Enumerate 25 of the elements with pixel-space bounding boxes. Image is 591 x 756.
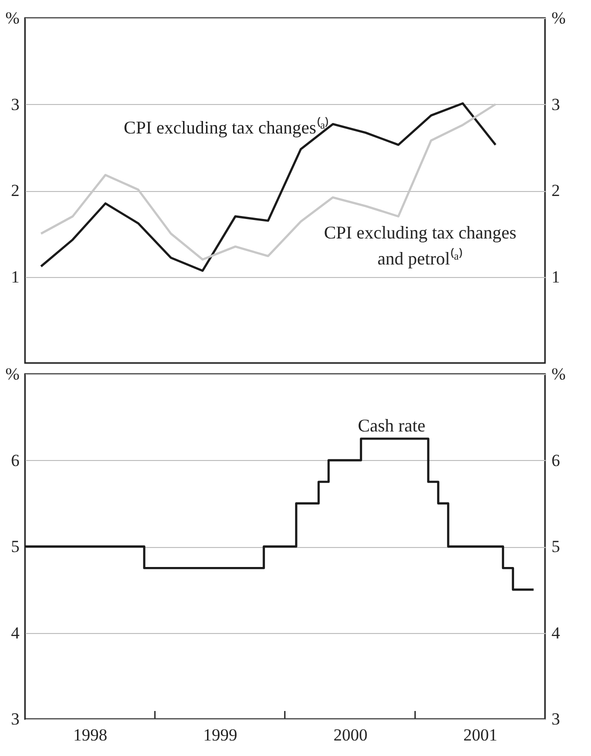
y2-tick-label: 6 [552,450,560,470]
series-label: CPI excluding tax changes and petrol⁽ᵃ⁾ [324,222,516,269]
y2-tick-label: 3 [552,710,560,728]
y2-tick-label: 1 [552,267,560,286]
y-tick-label: 3 [11,94,20,114]
y2-tick-label: 4 [552,623,560,642]
y-tick-label: 5 [11,537,20,556]
x-tick-label: 1998 [73,726,108,744]
y2-tick-label: % [552,8,566,28]
y-tick-label: % [5,364,20,384]
y-tick-label: % [5,8,20,28]
y2-tick-label: 3 [552,94,560,114]
y2-tick-label: % [552,364,566,384]
x-tick-label: 2000 [333,726,368,744]
series-label: Cash rate [358,415,426,436]
y-tick-label: 6 [11,450,20,470]
x-tick-label: 2001 [463,726,498,744]
y-tick-label: 4 [11,623,20,642]
y-tick-label: 3 [11,710,20,728]
x-tick-label: 1999 [203,726,238,744]
y2-tick-label: 5 [552,537,560,556]
y2-tick-label: 2 [552,181,560,200]
series-label: CPI excluding tax changes⁽ᵃ⁾ [124,116,330,138]
y-tick-label: 1 [11,267,20,286]
y-tick-label: 2 [11,181,20,200]
